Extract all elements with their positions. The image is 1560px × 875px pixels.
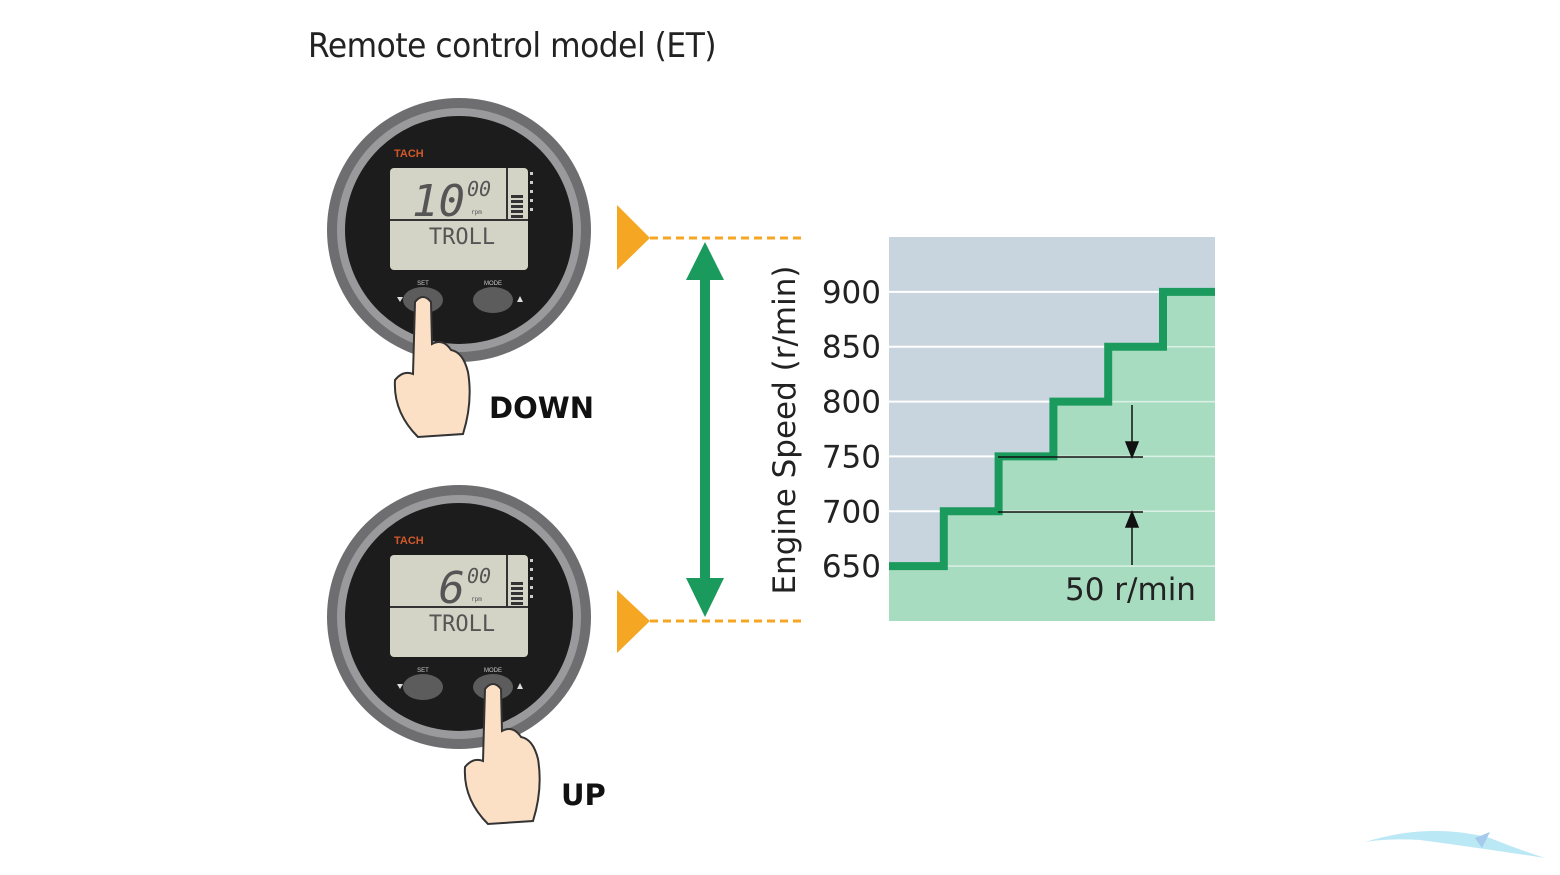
mode-button[interactable] bbox=[473, 287, 513, 313]
action-label-up: UP bbox=[561, 778, 606, 812]
y-tick-label: 850 bbox=[822, 330, 881, 366]
y-tick-label: 700 bbox=[822, 494, 881, 530]
action-label-down: DOWN bbox=[489, 391, 594, 425]
set-button[interactable] bbox=[403, 674, 443, 700]
y-tick-label: 650 bbox=[822, 549, 881, 585]
mode-button-label: MODE bbox=[484, 281, 502, 287]
lcd-mode: TROLL bbox=[429, 225, 495, 250]
lcd-main-reading: 6 bbox=[439, 563, 466, 614]
lcd-unit: rpm bbox=[471, 596, 482, 603]
gauge-brand: TACH bbox=[394, 148, 424, 160]
upper-triangle-marker bbox=[617, 205, 650, 270]
lower-triangle-marker bbox=[617, 590, 650, 653]
watermark-logo bbox=[1365, 830, 1545, 858]
lcd-sub-reading: 00 bbox=[467, 564, 491, 588]
down-triangle-icon bbox=[397, 684, 403, 689]
tach-gauge-down: TACH 10 00 rpm TROLL SET MODE DOWN bbox=[327, 98, 594, 439]
step-annotation-label: 50 r/min bbox=[1065, 572, 1196, 608]
step-dimension-annotation bbox=[998, 405, 1143, 565]
gauge-brand: TACH bbox=[394, 535, 424, 547]
set-button-label: SET bbox=[417, 281, 429, 287]
step-line bbox=[889, 287, 1215, 571]
diagram-title: Remote control model (ET) bbox=[308, 26, 717, 66]
y-tick-label: 900 bbox=[822, 275, 881, 311]
up-triangle-icon bbox=[517, 683, 523, 689]
up-triangle-icon bbox=[517, 296, 523, 302]
y-tick-label: 800 bbox=[822, 385, 881, 421]
set-button-label: SET bbox=[417, 668, 429, 674]
y-tick-label: 750 bbox=[822, 439, 881, 475]
lcd-mode: TROLL bbox=[429, 612, 495, 637]
lower-marker bbox=[617, 590, 805, 653]
lcd-main-reading: 10 bbox=[412, 176, 465, 227]
upper-marker bbox=[617, 205, 805, 270]
pointing-hand-icon bbox=[463, 683, 541, 826]
range-double-arrow bbox=[686, 242, 724, 617]
lcd-unit: rpm bbox=[471, 209, 482, 216]
lcd-sub-reading: 00 bbox=[467, 177, 491, 201]
y-axis-label: Engine Speed (r/min) bbox=[767, 266, 803, 595]
tach-gauge-up: TACH 6 00 rpm TROLL SET MODE UP bbox=[327, 485, 606, 826]
mode-button-label: MODE bbox=[484, 668, 502, 674]
down-triangle-icon bbox=[397, 297, 403, 302]
pointing-hand-icon bbox=[393, 296, 471, 439]
